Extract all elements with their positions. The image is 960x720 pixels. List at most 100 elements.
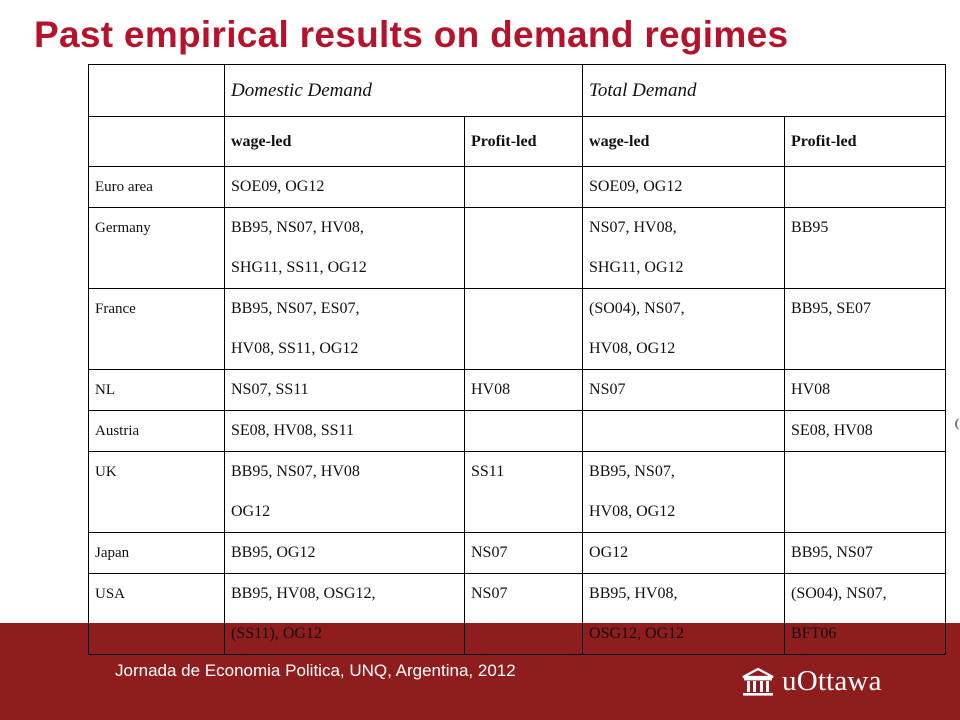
logo-text: uOttawa xyxy=(782,665,882,697)
citation-line: (SS11), OG12 xyxy=(231,625,322,642)
citation-line: HV08, OG12 xyxy=(589,503,676,520)
citation-line: HV08 xyxy=(471,381,511,398)
dd-wage-led-cell: SE08, HV08, SS11 xyxy=(224,410,465,452)
subheader-dd-profit-led: Profit-led xyxy=(463,116,584,167)
citation-line: BB95, NS07, HV08 xyxy=(231,463,360,480)
citation-line: BB95, HV08, xyxy=(589,585,678,602)
dd-profit-led-cell xyxy=(463,288,584,370)
dd-wage-led-cell: BB95, OG12 xyxy=(224,532,465,574)
country-cell: Germany xyxy=(88,207,225,289)
td-wage-led-cell: BB95, HV08, OSG12, OG12 xyxy=(582,573,786,655)
table-row: UK BB95, NS07, HV08 OG12 SS11 BB95, NS07, HV0… xyxy=(88,451,947,533)
subheader-empty xyxy=(88,116,225,167)
sub-header-row: wage-led Profit-led wage-led Profit-led xyxy=(88,116,947,167)
td-wage-led-cell: SOE09, OG12 xyxy=(582,166,786,208)
citation-line: SS11 xyxy=(471,463,505,480)
citation-line: SE08, HV08 xyxy=(791,422,873,439)
uottawa-logo: uOttawa xyxy=(741,665,882,698)
country-cell: USA xyxy=(88,573,225,655)
table-row: Euro area SOE09, OG12 SOE09, OG12 xyxy=(88,166,947,208)
country-label: Austria xyxy=(95,423,140,439)
demand-regimes-table: Domestic Demand Total Demand wage-led Pr… xyxy=(88,64,947,655)
dd-wage-led-cell: NS07, SS11 xyxy=(224,369,465,411)
citation-line: HV08, SS11, OG12 xyxy=(231,340,359,357)
td-profit-led-cell: BB95, SE07 xyxy=(784,288,947,370)
country-cell: Japan xyxy=(88,532,225,574)
table-row: France BB95, NS07, ES07, HV08, SS11, OG12 (… xyxy=(88,288,947,370)
country-cell: Austria xyxy=(88,410,225,452)
td-wage-led-cell: BB95, NS07, HV08, OG12 xyxy=(582,451,786,533)
country-label: Japan xyxy=(95,545,130,561)
table-row: Japan BB95, OG12 NS07 OG12 BB95, NS07 xyxy=(88,532,947,574)
citation-line: HV08, OG12 xyxy=(589,340,676,357)
country-label: France xyxy=(95,301,136,317)
dd-profit-led-cell: NS07 xyxy=(463,573,584,655)
table-row: USA BB95, HV08, OSG12, (SS11), OG12 NS07 BB9… xyxy=(88,573,947,655)
citation-line: (SO04), NS07, xyxy=(791,585,887,602)
citation-line: BB95, NS07, ES07, xyxy=(231,300,360,317)
citation-line: BB95, SE07 xyxy=(791,300,872,317)
dd-profit-led-cell xyxy=(463,207,584,289)
footer-conference-text: Jornada de Economia Politica, UNQ, Argen… xyxy=(115,661,516,680)
building-icon xyxy=(742,667,774,696)
citation-line: BB95, NS07, xyxy=(589,463,675,480)
table-row: NL NS07, SS11 HV08 NS07 HV08 xyxy=(88,369,947,411)
citation-line: BB95, NS07 xyxy=(791,544,873,561)
citation-line: NS07, HV08, xyxy=(589,219,677,236)
td-profit-led-cell: HV08 xyxy=(784,369,947,411)
table-row: Germany BB95, NS07, HV08, SHG11, SS11, OG1… xyxy=(88,207,947,289)
citation-line: SE08, HV08, SS11 xyxy=(231,422,354,439)
citation-line: NS07, SS11 xyxy=(231,381,309,398)
citation-line: OSG12, OG12 xyxy=(589,625,685,642)
dd-profit-led-cell xyxy=(463,410,584,452)
td-profit-led-cell: BB95 xyxy=(784,207,947,289)
country-label: UK xyxy=(95,464,117,480)
citation-line: BB95 xyxy=(791,219,829,236)
dd-wage-led-cell: BB95, NS07, HV08, SHG11, SS11, OG12 xyxy=(224,207,465,289)
group-header-row: Domestic Demand Total Demand xyxy=(88,64,947,117)
dd-profit-led-cell xyxy=(463,166,584,208)
subheader-td-wage-led: wage-led xyxy=(582,116,786,167)
country-cell: Euro area xyxy=(88,166,225,208)
edge-mark xyxy=(955,418,960,430)
slide-title: Past empirical results on demand regimes xyxy=(34,14,789,55)
country-cell: NL xyxy=(88,369,225,411)
citation-line: NS07 xyxy=(589,381,626,398)
country-cell: France xyxy=(88,288,225,370)
dd-wage-led-cell: BB95, HV08, OSG12, (SS11), OG12 xyxy=(224,573,465,655)
dd-profit-led-cell: HV08 xyxy=(463,369,584,411)
country-label: NL xyxy=(95,382,115,398)
td-wage-led-cell: NS07 xyxy=(582,369,786,411)
td-wage-led-cell: OG12 xyxy=(582,532,786,574)
subheader-td-profit-led: Profit-led xyxy=(784,116,947,167)
td-wage-led-cell: NS07, HV08, SHG11, OG12 xyxy=(582,207,786,289)
citation-line: HV08 xyxy=(791,381,831,398)
td-profit-led-cell xyxy=(784,166,947,208)
citation-line: OG12 xyxy=(231,503,271,520)
citation-line: BB95, NS07, HV08, xyxy=(231,219,364,236)
dd-profit-led-cell: NS07 xyxy=(463,532,584,574)
table-row: Austria SE08, HV08, SS11 SE08, HV08 xyxy=(88,410,947,452)
td-profit-led-cell: BB95, NS07 xyxy=(784,532,947,574)
td-wage-led-cell: (SO04), NS07, HV08, OG12 xyxy=(582,288,786,370)
td-profit-led-cell: (SO04), NS07, BFT06 xyxy=(784,573,947,655)
dd-wage-led-cell: BB95, NS07, HV08 OG12 xyxy=(224,451,465,533)
citation-line: OG12 xyxy=(589,544,629,561)
country-label: Euro area xyxy=(95,179,153,195)
citation-line: BB95, OG12 xyxy=(231,544,316,561)
citation-line: SOE09, OG12 xyxy=(589,178,683,195)
header-domestic-demand: Domestic Demand xyxy=(223,64,584,117)
header-cell-empty xyxy=(88,64,225,117)
citation-line: SOE09, OG12 xyxy=(231,178,325,195)
dd-wage-led-cell: SOE09, OG12 xyxy=(224,166,465,208)
country-label: USA xyxy=(95,586,126,602)
td-wage-led-cell xyxy=(582,410,786,452)
citation-line: (SO04), NS07, xyxy=(589,300,685,317)
citation-line: NS07 xyxy=(471,585,508,602)
header-total-demand: Total Demand xyxy=(582,64,947,117)
citation-line: SHG11, SS11, OG12 xyxy=(231,259,367,276)
dd-profit-led-cell: SS11 xyxy=(463,451,584,533)
country-cell: UK xyxy=(88,451,225,533)
td-profit-led-cell: SE08, HV08 xyxy=(784,410,947,452)
country-label: Germany xyxy=(95,220,151,236)
